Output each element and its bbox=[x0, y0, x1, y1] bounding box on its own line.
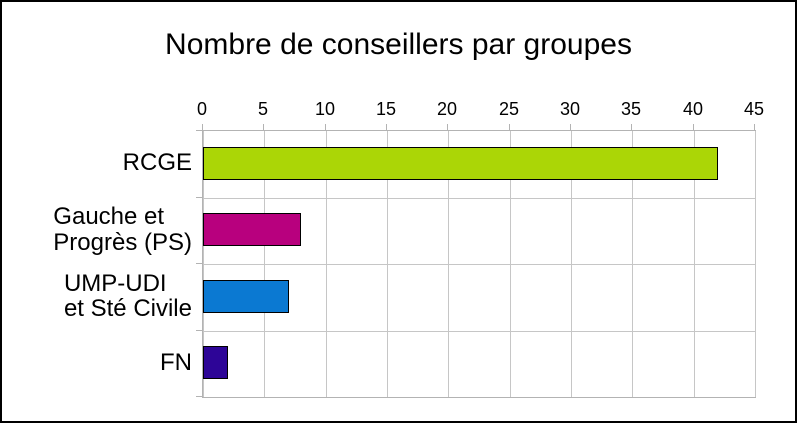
x-axis-tick bbox=[325, 124, 326, 130]
x-axis-tick bbox=[263, 124, 264, 130]
x-axis-tick bbox=[509, 124, 510, 130]
x-tick-label: 35 bbox=[620, 99, 642, 119]
y-axis-tick bbox=[196, 197, 202, 198]
y-axis-tick bbox=[196, 130, 202, 131]
x-tick-label: 5 bbox=[257, 99, 268, 119]
y-axis-tick bbox=[196, 263, 202, 264]
category-label: UMP-UDI et Sté Civile bbox=[63, 269, 192, 323]
category-label: FN bbox=[160, 348, 192, 376]
y-axis-tick bbox=[196, 330, 202, 331]
bar-ump-udi-et-st-civile bbox=[203, 280, 289, 313]
x-axis-tick bbox=[570, 124, 571, 130]
x-gridline bbox=[755, 131, 756, 397]
x-tick-label: 0 bbox=[196, 99, 207, 119]
bar-gauche-et-progr-s-ps- bbox=[203, 213, 301, 246]
x-axis-tick bbox=[202, 124, 203, 130]
x-axis-tick bbox=[631, 124, 632, 130]
x-axis-tick bbox=[754, 124, 755, 130]
x-tick-label: 40 bbox=[682, 99, 704, 119]
x-axis-tick bbox=[693, 124, 694, 130]
category-label: Gauche et Progrès (PS) bbox=[53, 203, 192, 256]
x-tick-label: 25 bbox=[498, 99, 520, 119]
y-gridline bbox=[203, 264, 755, 265]
category-label: RCGE bbox=[122, 149, 192, 177]
x-tick-label: 10 bbox=[314, 99, 336, 119]
bar-fn bbox=[203, 346, 228, 379]
bar-rcge bbox=[203, 147, 718, 180]
x-tick-label: 20 bbox=[436, 99, 458, 119]
x-tick-label: 45 bbox=[743, 99, 765, 119]
plot-area bbox=[202, 130, 756, 398]
y-axis-tick bbox=[196, 396, 202, 397]
x-axis-tick bbox=[447, 124, 448, 130]
x-tick-label: 30 bbox=[559, 99, 581, 119]
chart-title: Nombre de conseillers par groupes bbox=[165, 28, 632, 61]
y-gridline bbox=[203, 198, 755, 199]
y-gridline bbox=[203, 331, 755, 332]
x-axis-tick bbox=[386, 124, 387, 130]
x-tick-label: 15 bbox=[375, 99, 397, 119]
